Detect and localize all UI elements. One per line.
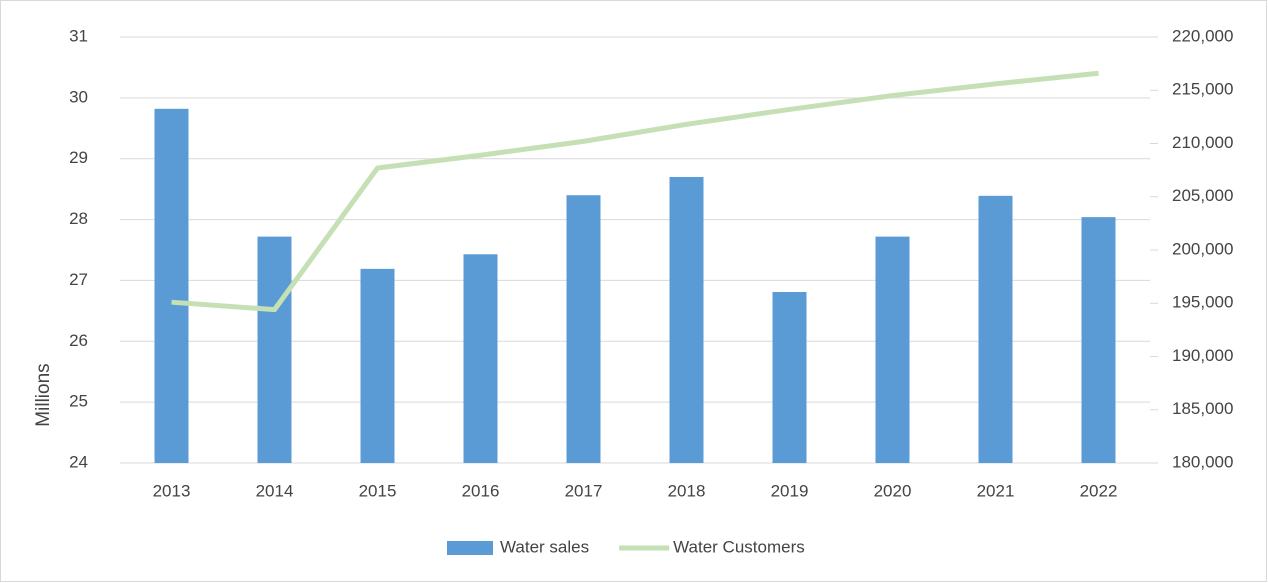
y2-tick-label: 190,000: [1172, 346, 1233, 365]
bar: [566, 195, 601, 463]
y-tick-label: 29: [69, 148, 88, 167]
x-tick-label: 2015: [359, 481, 397, 500]
bar: [772, 291, 807, 463]
y-tick-label: 26: [69, 331, 88, 350]
x-tick-label: 2018: [668, 481, 706, 500]
y-tick-label: 30: [69, 87, 88, 106]
x-tick-label: 2022: [1080, 481, 1118, 500]
y2-tick-label: 180,000: [1172, 452, 1233, 471]
line: [171, 70, 1099, 313]
x-tick-label: 2014: [256, 481, 294, 500]
bar: [360, 268, 395, 463]
bar: [669, 176, 704, 463]
bar: [463, 254, 498, 463]
legend-label: Water Customers: [673, 537, 805, 556]
y-tick-label: 24: [69, 452, 88, 471]
y-axis-label: Millions: [33, 363, 54, 426]
x-tick-label: 2013: [153, 481, 191, 500]
y2-tick-label: 200,000: [1172, 239, 1233, 258]
y-tick-label: 31: [69, 26, 88, 45]
bar: [257, 236, 292, 463]
x-tick-label: 2017: [565, 481, 603, 500]
bar: [154, 108, 189, 463]
bar: [978, 195, 1013, 463]
bar: [1081, 217, 1116, 463]
y-tick-label: 27: [69, 270, 88, 289]
bar: [875, 236, 910, 463]
y-tick-label: 25: [69, 392, 88, 411]
y2-tick-label: 220,000: [1172, 26, 1233, 45]
y2-tick-label: 185,000: [1172, 399, 1233, 418]
x-tick-label: 2020: [874, 481, 912, 500]
x-tick-label: 2016: [462, 481, 500, 500]
x-tick-label: 2021: [977, 481, 1015, 500]
y2-tick-label: 195,000: [1172, 293, 1233, 312]
legend-label: Water sales: [500, 537, 589, 556]
y-tick-label: 28: [69, 209, 88, 228]
y2-tick-label: 205,000: [1172, 186, 1233, 205]
legend-swatch: [447, 541, 493, 555]
y2-tick-label: 215,000: [1172, 80, 1233, 99]
y2-tick-label: 210,000: [1172, 133, 1233, 152]
x-tick-label: 2019: [771, 481, 809, 500]
